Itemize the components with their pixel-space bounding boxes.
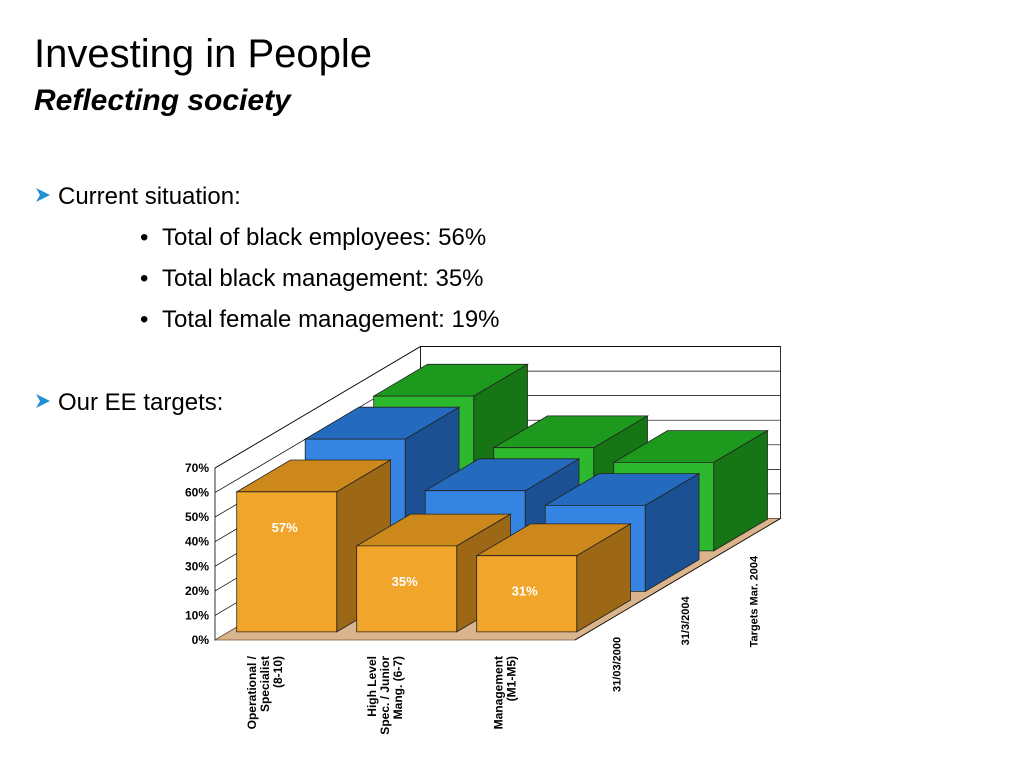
subbullet-text: Total of black employees: 56% [162,224,487,251]
y-tick-label: 30% [185,559,209,573]
x-category-label-line: Operational / [245,655,259,729]
y-tick-label: 70% [185,461,209,475]
bar-front-face [476,555,578,633]
x-category-label-line: (8-10) [271,656,285,688]
y-tick-label: 40% [185,535,209,549]
bullet-text: Current situation: [58,183,241,210]
y-tick-label: 20% [185,584,209,598]
series-depth-label: 31/3/2004 [680,596,692,646]
x-category-label-line: Mang. (6-7) [391,656,405,719]
y-tick-label: 0% [192,633,210,647]
bullet-text: Our EE targets: [58,389,224,416]
subbullet-text: Total black management: 35% [162,265,484,292]
depth-axis-line [574,518,781,641]
series-depth-label: Targets Mar. 2004 [749,555,761,647]
subbullet-black-employees: • Total of black employees: 56% [140,223,486,253]
series-depth-label: 31/03/2000 [612,637,624,692]
x-category-label-line: High Level [365,656,379,717]
bar-value-label: 31% [512,584,538,599]
subbullet-female-management: • Total female management: 19% [140,305,500,335]
arrow-bullet-icon [34,182,58,212]
dot-bullet-icon: • [140,306,149,333]
slide-title: Investing in People [34,32,373,76]
bullet-ee-targets: Our EE targets: [34,388,223,418]
subbullet-black-management: • Total black management: 35% [140,264,484,294]
x-category-label: Management (M1-M5) [492,656,519,729]
dot-bullet-icon: • [140,224,149,251]
y-tick-label: 50% [185,510,209,524]
chart-gridline [214,346,781,469]
bar-front-face [236,491,338,633]
subbullet-text: Total female management: 19% [162,306,500,333]
x-category-label-line: Management [492,656,506,729]
y-tick-label: 10% [185,608,209,622]
slide-subtitle: Reflecting society [34,84,291,117]
arrow-bullet-icon [34,388,58,418]
x-category-label-line: Spec. / Junior [378,656,392,735]
y-tick-label: 60% [185,486,209,500]
x-category-label: High Level Spec. / Junior Mang. (6-7) [365,656,405,735]
dot-bullet-icon: • [140,265,149,292]
x-category-label: Operational / Specialist (8-10) [245,655,285,729]
bar-front-face [356,545,458,633]
bullet-current-situation: Current situation: [34,182,241,212]
bar-value-label: 57% [272,520,298,535]
x-category-label-line: (M1-M5) [505,656,519,701]
x-category-label-line: Specialist [258,656,272,712]
bar-value-label: 35% [392,574,418,589]
